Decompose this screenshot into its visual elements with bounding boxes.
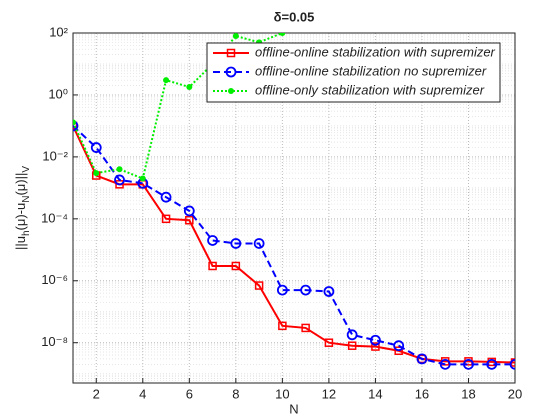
x-axis-label: N — [289, 401, 298, 416]
marker — [90, 142, 102, 153]
marker — [73, 120, 79, 132]
marker — [439, 358, 451, 370]
marker — [371, 342, 380, 351]
marker — [254, 281, 264, 290]
x-tick-label: 2 — [93, 386, 100, 401]
marker — [116, 166, 123, 173]
marker — [394, 346, 403, 355]
marker — [323, 286, 335, 297]
marker — [301, 323, 310, 333]
marker — [509, 358, 515, 370]
marker — [226, 48, 236, 58]
x-tick-label: 18 — [461, 386, 475, 401]
marker — [232, 33, 239, 40]
plot-lines — [73, 33, 515, 370]
y-tick-label: 10⁻⁶ — [41, 272, 68, 287]
marker — [228, 88, 234, 94]
marker — [183, 205, 195, 217]
series-line — [73, 33, 283, 180]
x-tick-label: 10 — [275, 386, 289, 401]
marker — [207, 235, 218, 246]
marker — [230, 238, 242, 249]
marker — [324, 338, 334, 347]
marker — [185, 215, 194, 225]
marker — [231, 261, 241, 271]
marker — [208, 261, 217, 271]
marker — [278, 321, 287, 331]
marker — [253, 238, 265, 249]
marker — [417, 354, 427, 364]
marker — [186, 84, 193, 91]
marker — [370, 334, 381, 346]
marker — [139, 175, 146, 182]
marker — [160, 191, 172, 203]
y-axis-label: ||uh(μ)-uN(μ)||V — [13, 166, 31, 250]
legend-box — [206, 42, 501, 103]
y-label-part: (μ)-u — [13, 203, 28, 231]
marker — [486, 358, 498, 370]
chart-title: δ=0.05 — [274, 9, 315, 24]
marker — [279, 33, 286, 36]
marker — [393, 340, 405, 352]
y-tick-label: 10⁻² — [42, 148, 68, 163]
marker — [161, 214, 171, 224]
x-tick-label: 12 — [322, 386, 336, 401]
marker — [225, 66, 237, 78]
marker — [93, 170, 100, 177]
x-tick-label: 20 — [508, 386, 522, 401]
marker — [73, 119, 76, 126]
y-label-part: (μ)|| — [13, 173, 28, 196]
x-tick-label: 16 — [415, 386, 429, 401]
marker — [114, 174, 125, 186]
x-tick-label: 4 — [139, 386, 146, 401]
y-tick-label: 10⁻⁴ — [41, 210, 68, 225]
y-label-part: ||u — [13, 236, 28, 250]
marker — [276, 284, 288, 296]
y-label-part: N — [21, 196, 32, 203]
x-tick-label: 14 — [368, 386, 382, 401]
marker — [300, 284, 312, 296]
legend-label: offline-online stabilization with suprem… — [255, 44, 496, 59]
marker — [73, 121, 78, 131]
y-label-part: V — [21, 166, 32, 173]
x-tick-label: 8 — [232, 386, 239, 401]
y-tick-label: 10⁻⁸ — [41, 334, 68, 349]
y-label-part: h — [21, 230, 32, 236]
x-tick-label: 6 — [186, 386, 193, 401]
y-tick-label: 10² — [49, 24, 68, 39]
marker — [347, 341, 357, 350]
marker — [163, 77, 170, 84]
marker — [346, 329, 358, 341]
y-tick-label: 10⁰ — [48, 86, 68, 101]
axes-box — [72, 32, 516, 384]
legend-label: offline-online stabilization no supremiz… — [255, 63, 487, 78]
marker — [463, 358, 474, 370]
legend-label: offline-only stabilization with supremiz… — [255, 82, 485, 97]
marker — [416, 353, 428, 365]
